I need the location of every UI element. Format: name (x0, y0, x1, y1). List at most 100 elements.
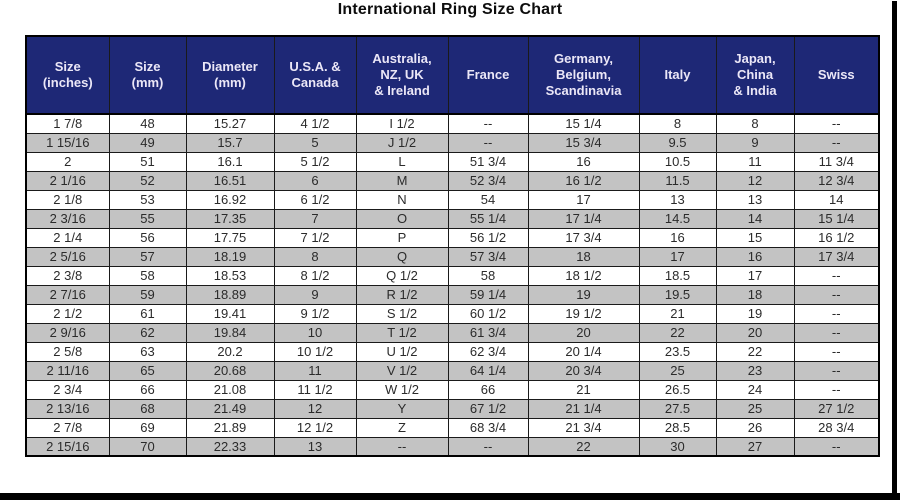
table-cell: 2 7/8 (25, 417, 110, 438)
table-cell: 21.08 (185, 379, 275, 400)
table-cell: 18 (527, 246, 640, 267)
table-row: 2 7/8 69 21.89 12 1/2 Z 68 3/4 21 3/4 28.5 26 28 … (25, 417, 880, 438)
table-header: Size (inches) Size (mm) Diameter (mm) U.S.A… (25, 35, 880, 115)
table-cell: 69 (108, 417, 187, 438)
table-cell: 26.5 (638, 379, 717, 400)
table-cell: J 1/2 (355, 132, 449, 153)
table-cell: 52 3/4 (447, 170, 529, 191)
table-cell: 62 3/4 (447, 341, 529, 362)
table-cell: 53 (108, 189, 187, 210)
table-cell: 5 1/2 (273, 151, 357, 172)
table-row: 1 15/16 49 15.7 5 J 1/2 -- 15 3/4 9.5 9 -- (25, 132, 880, 153)
table-cell: 18 (715, 284, 795, 305)
table-cell: 17 3/4 (793, 246, 880, 267)
column-header: U.S.A. & Canada (273, 35, 357, 115)
table-cell: 2 3/4 (25, 379, 110, 400)
table-cell: -- (793, 284, 880, 305)
table-cell: 12 3/4 (793, 170, 880, 191)
table-cell: 11 (273, 360, 357, 381)
table-cell: 21 (527, 379, 640, 400)
table-cell: 21.89 (185, 417, 275, 438)
table-cell: 70 (108, 436, 187, 457)
table-cell: -- (447, 436, 529, 457)
table-cell: -- (355, 436, 449, 457)
table-cell: 66 (447, 379, 529, 400)
table-cell: 20 1/4 (527, 341, 640, 362)
table-row: 2 7/16 59 18.89 9 R 1/2 59 1/4 19 19.5 18 -- (25, 284, 880, 305)
table-cell: 12 (273, 398, 357, 419)
table-cell: 2 5/8 (25, 341, 110, 362)
table-cell: -- (793, 360, 880, 381)
table-cell: -- (793, 132, 880, 153)
table-cell: 14 (793, 189, 880, 210)
table-cell: 8 (273, 246, 357, 267)
table-cell: 61 (108, 303, 187, 324)
table-cell: 16 (638, 227, 717, 248)
table-cell: 55 (108, 208, 187, 229)
table-cell: 15.27 (185, 113, 275, 134)
table-cell: 5 (273, 132, 357, 153)
table-cell: 18.53 (185, 265, 275, 286)
table-row: 2 13/16 68 21.49 12 Y 67 1/2 21 1/4 27.5 25 27 1/… (25, 398, 880, 419)
table-cell: 6 (273, 170, 357, 191)
table-cell: 56 (108, 227, 187, 248)
table-cell: 10 (273, 322, 357, 343)
table-cell: 19.84 (185, 322, 275, 343)
table-cell: 2 1/4 (25, 227, 110, 248)
table-cell: 2 1/2 (25, 303, 110, 324)
column-header: Japan, China & India (715, 35, 795, 115)
table-cell: 17 3/4 (527, 227, 640, 248)
table-cell: 10 1/2 (273, 341, 357, 362)
table-cell: R 1/2 (355, 284, 449, 305)
table-cell: 8 (638, 113, 717, 134)
table-cell: 18.5 (638, 265, 717, 286)
table-cell: 17 (527, 189, 640, 210)
table-cell: 28.5 (638, 417, 717, 438)
table-cell: 61 3/4 (447, 322, 529, 343)
table-cell: 16.92 (185, 189, 275, 210)
table-cell: 56 1/2 (447, 227, 529, 248)
table-cell: T 1/2 (355, 322, 449, 343)
table-cell: 13 (273, 436, 357, 457)
table-cell: 65 (108, 360, 187, 381)
table-cell: 14.5 (638, 208, 717, 229)
image-bottom-border (0, 493, 900, 500)
table-cell: 2 9/16 (25, 322, 110, 343)
table-cell: 24 (715, 379, 795, 400)
table-cell: 20 (715, 322, 795, 343)
table-cell: 52 (108, 170, 187, 191)
table-cell: 23.5 (638, 341, 717, 362)
table-cell: 19 1/2 (527, 303, 640, 324)
table-cell: 18 1/2 (527, 265, 640, 286)
column-header: Italy (638, 35, 717, 115)
table-cell: 48 (108, 113, 187, 134)
table-cell: 2 3/16 (25, 208, 110, 229)
table-cell: 21 (638, 303, 717, 324)
table-cell: Q 1/2 (355, 265, 449, 286)
column-header: Germany, Belgium, Scandinavia (527, 35, 640, 115)
table-cell: 15 (715, 227, 795, 248)
table-cell: N (355, 189, 449, 210)
table-cell: 66 (108, 379, 187, 400)
table-cell: 16.1 (185, 151, 275, 172)
table-cell: 1 7/8 (25, 113, 110, 134)
table-cell: 2 15/16 (25, 436, 110, 457)
table-cell: 26 (715, 417, 795, 438)
table-cell: 9 1/2 (273, 303, 357, 324)
table-cell: Z (355, 417, 449, 438)
table-cell: 20 (527, 322, 640, 343)
table-row: 2 5/8 63 20.2 10 1/2 U 1/2 62 3/4 20 1/4 23.5 22… (25, 341, 880, 362)
table-cell: 68 (108, 398, 187, 419)
table-cell: 15 1/4 (527, 113, 640, 134)
table-cell: 22 (527, 436, 640, 457)
table-cell: 11 3/4 (793, 151, 880, 172)
table-cell: 51 3/4 (447, 151, 529, 172)
table-cell: 18.19 (185, 246, 275, 267)
table-cell: 12 1/2 (273, 417, 357, 438)
table-cell: 2 (25, 151, 110, 172)
table-cell: 21.49 (185, 398, 275, 419)
table-cell: 16 (715, 246, 795, 267)
table-row: 2 11/16 65 20.68 11 V 1/2 64 1/4 20 3/4 25 23 -- (25, 360, 880, 381)
table-cell: 15 3/4 (527, 132, 640, 153)
table-cell: 16 (527, 151, 640, 172)
